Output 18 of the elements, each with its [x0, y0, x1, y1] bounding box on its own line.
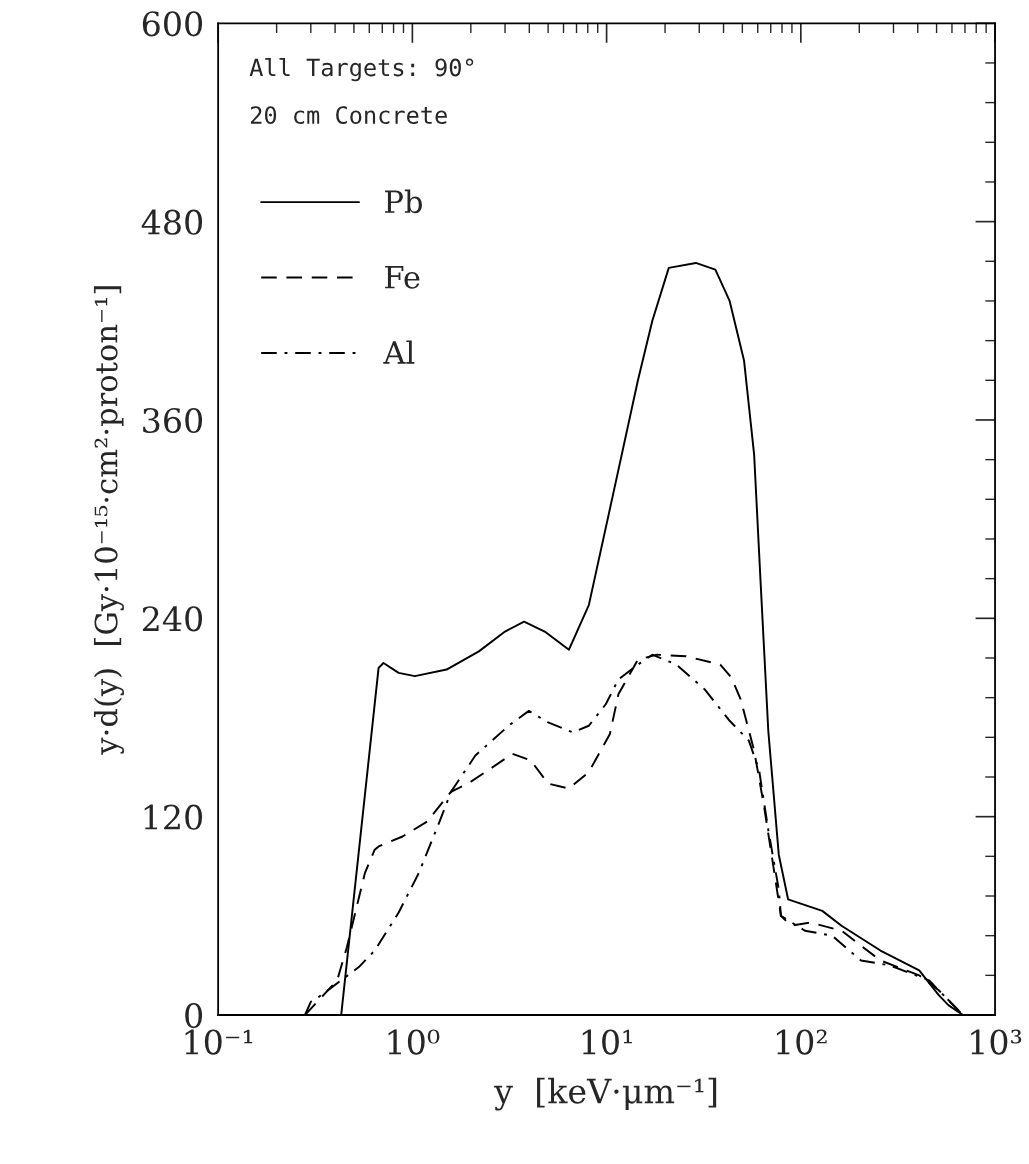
- legend-label: Al: [383, 340, 415, 364]
- y-tick-label: 480: [141, 209, 203, 235]
- y-tick-label: 600: [142, 11, 203, 37]
- annotation: All Targets: 90°: [249, 57, 474, 82]
- x-tick-label: 10⁰: [388, 1029, 440, 1055]
- y-tick-label: 120: [144, 804, 203, 830]
- x-axis-title: y [keV·μm⁻¹]: [494, 1077, 717, 1111]
- y-tick-label: 0: [185, 1002, 203, 1029]
- legend-label: Pb: [385, 189, 422, 214]
- annotation: 20 cm Concrete: [250, 106, 447, 124]
- y-tick-label: 240: [142, 606, 203, 632]
- x-tick-label: 10²: [777, 1029, 827, 1055]
- y-tick-label: 360: [143, 407, 203, 434]
- legend-label: Fe: [385, 265, 420, 289]
- y-axis-title: y·d(y) [Gy·10⁻¹⁵·cm²·proton⁻¹]: [93, 286, 124, 755]
- x-tick-label: 10¹: [582, 1029, 632, 1055]
- x-tick-label: 10⁻¹: [185, 1029, 253, 1055]
- x-tick-label: 10³: [971, 1029, 1022, 1055]
